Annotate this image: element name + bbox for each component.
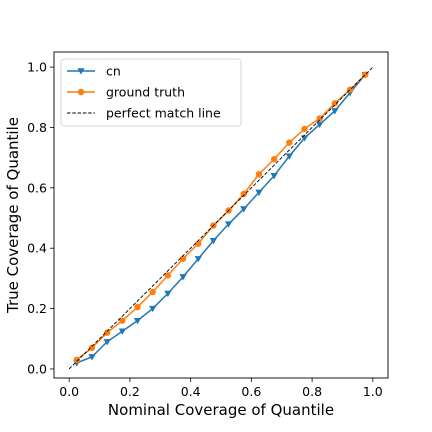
y-tick-label: 0.0	[27, 361, 47, 376]
data-point-ground-truth	[255, 171, 263, 178]
data-point-cn	[133, 317, 142, 325]
data-point-cn	[224, 221, 233, 228]
data-point-cn	[88, 354, 96, 361]
x-axis-ticks: 0.0 0.2 0.4 0.6 0.8 1.0	[59, 378, 383, 399]
x-tick-label: 0.4	[181, 384, 201, 399]
data-point-cn	[240, 206, 248, 213]
data-point-ground-truth	[331, 100, 339, 107]
y-tick-label: 0.2	[27, 301, 47, 316]
legend-marker-cn	[77, 68, 85, 75]
data-point-cn	[118, 328, 126, 335]
legend-marker-ground-truth	[77, 88, 85, 96]
data-point-cn	[179, 274, 187, 281]
data-point-ground-truth	[270, 155, 278, 163]
y-tick-label: 0.8	[27, 120, 47, 135]
y-axis-label: True Coverage of Quantile	[4, 117, 22, 314]
data-point-cn	[209, 237, 218, 245]
data-point-ground-truth	[73, 356, 80, 364]
data-point-ground-truth	[286, 139, 293, 146]
series-line-perfect-match-line	[68, 66, 374, 370]
x-tick-label: 1.0	[363, 384, 383, 399]
x-tick-label: 0.0	[59, 384, 79, 399]
legend-label-cn: cn	[106, 64, 121, 79]
data-point-ground-truth	[119, 317, 126, 324]
plot-frame	[53, 51, 389, 379]
data-point-cn	[285, 153, 293, 160]
data-point-ground-truth	[134, 303, 141, 311]
series-layer	[68, 66, 374, 370]
legend-box	[60, 58, 242, 127]
data-point-ground-truth	[301, 125, 308, 133]
data-point-ground-truth	[88, 344, 96, 352]
data-point-ground-truth	[149, 288, 156, 296]
data-point-ground-truth	[164, 272, 172, 279]
data-point-cn	[149, 305, 157, 313]
y-tick-label: 1.0	[27, 60, 47, 75]
data-point-cn	[270, 173, 278, 180]
data-point-cn	[194, 256, 202, 263]
data-point-ground-truth	[240, 190, 247, 198]
data-point-ground-truth	[103, 329, 111, 336]
x-tick-label: 0.6	[241, 384, 261, 399]
x-tick-label: 0.8	[302, 384, 322, 399]
data-point-ground-truth	[179, 255, 187, 262]
legend-label-ground-truth: ground truth	[106, 85, 185, 100]
y-tick-label: 0.4	[27, 241, 47, 256]
y-axis-ticks: 0.0 0.2 0.4 0.6 0.8 1.0	[27, 60, 54, 376]
y-tick-label: 0.6	[27, 180, 47, 195]
data-point-ground-truth	[195, 240, 202, 247]
legend-label-perfect-match-line: perfect match line	[106, 106, 221, 121]
x-axis-label: Nominal Coverage of Quantile	[108, 401, 334, 419]
data-point-cn	[316, 121, 324, 129]
data-point-cn	[103, 339, 111, 346]
legend: cn ground truth perfect match line	[60, 58, 242, 127]
data-point-cn	[164, 290, 172, 298]
data-point-cn	[255, 189, 263, 196]
data-point-ground-truth	[316, 115, 323, 122]
data-point-cn	[331, 108, 339, 115]
x-tick-label: 0.2	[120, 384, 140, 399]
